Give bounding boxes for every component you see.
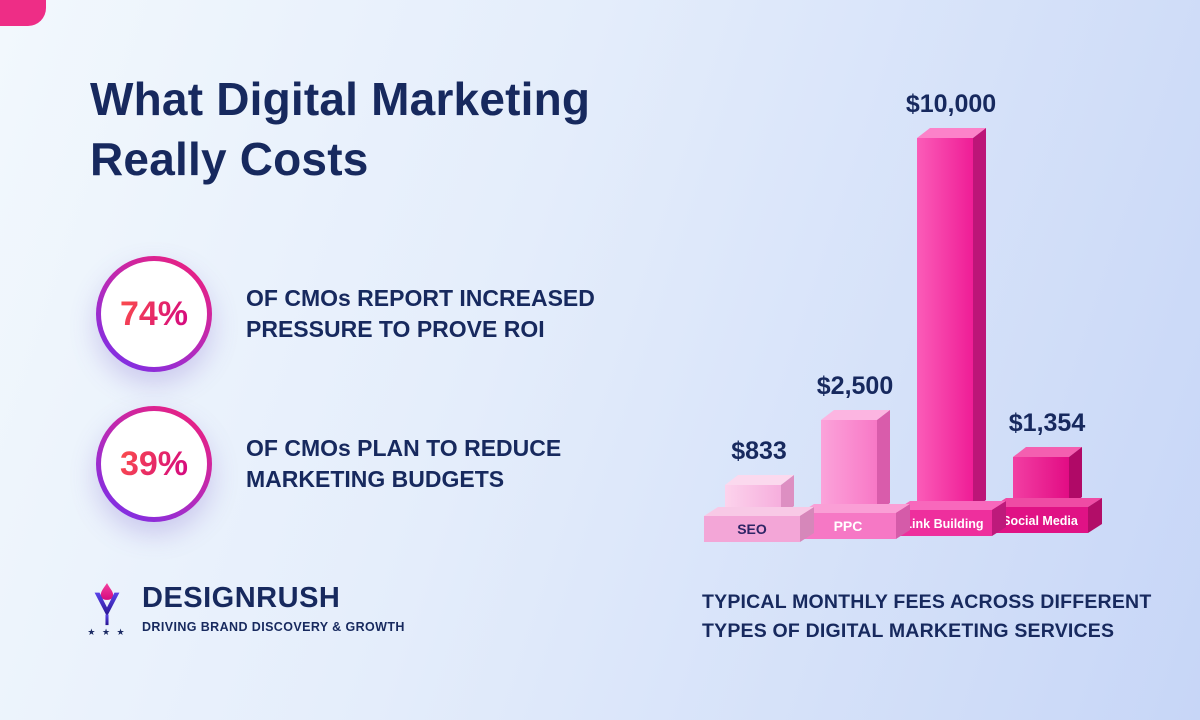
bar-group-ppc: $2,500 PPC	[800, 372, 910, 539]
stat-circle: 39%	[96, 406, 212, 522]
corner-accent-shape	[0, 0, 46, 26]
bar-group-social-media: $1,354 Social Media	[992, 409, 1102, 533]
bar	[820, 410, 890, 513]
torch-icon	[94, 583, 120, 626]
logo-text-block: DESIGNRUSH DRIVING BRAND DISCOVERY & GRO…	[142, 582, 405, 634]
bar-chart: $833 SEO $2,500 PPC $10,000 Link Building $1,3…	[704, 88, 1102, 542]
chart-caption: TYPICAL MONTHLY FEES ACROSS DIFFERENT TY…	[702, 591, 1152, 643]
logo-icon-block: ★ ★ ★	[86, 582, 128, 638]
bar-pedestal: Link Building	[896, 501, 1006, 536]
bar-category-label: PPC	[834, 518, 863, 534]
brand-tagline: DRIVING BRAND DISCOVERY & GROWTH	[142, 620, 405, 634]
stat-roi-pressure: 74% OF CMOs REPORT INCREASED PRESSURE TO…	[96, 256, 678, 372]
bar-category-label: Link Building	[904, 517, 983, 531]
bar-group-link-building: $10,000 Link Building	[896, 90, 1006, 536]
bar-value-label: $833	[731, 437, 787, 465]
brand-name: DESIGNRUSH	[142, 582, 341, 614]
designrush-logo: ★ ★ ★ DESIGNRUSH DRIVING BRAND DISCOVERY…	[86, 582, 405, 638]
bar-category-label: Social Media	[1002, 514, 1079, 528]
stat-label: OF CMOs PLAN TO REDUCE MARKETING BUDGETS	[246, 434, 562, 492]
bar-pedestal: SEO	[704, 507, 814, 542]
stat-circle-inner: 39%	[101, 411, 207, 517]
stat-value: 74%	[119, 294, 189, 333]
bar-pedestal: Social Media	[992, 498, 1102, 533]
stat-budget-reduction: 39% OF CMOs PLAN TO REDUCE MARKETING BUD…	[96, 406, 678, 522]
stat-circle-inner: 74%	[101, 261, 207, 367]
stat-value: 39%	[119, 444, 189, 483]
three-stars-icon: ★ ★ ★	[87, 627, 127, 637]
bar-value-label: $1,354	[1008, 409, 1086, 437]
title-line-2: Really Costs	[90, 132, 369, 185]
bar-pedestal: PPC	[800, 504, 910, 539]
bar	[916, 128, 986, 510]
bar-value-label: $2,500	[816, 372, 894, 400]
page-title: What Digital Marketing Really Costs	[90, 70, 590, 190]
bar-value-label: $10,000	[905, 90, 997, 118]
bar-category-label: SEO	[737, 521, 767, 537]
bar	[1012, 447, 1082, 507]
stat-circle: 74%	[96, 256, 212, 372]
title-line-1: What Digital Marketing	[90, 73, 591, 125]
stat-label: OF CMOs REPORT INCREASED PRESSURE TO PRO…	[246, 284, 595, 342]
bar-group-seo: $833 SEO	[704, 437, 814, 542]
